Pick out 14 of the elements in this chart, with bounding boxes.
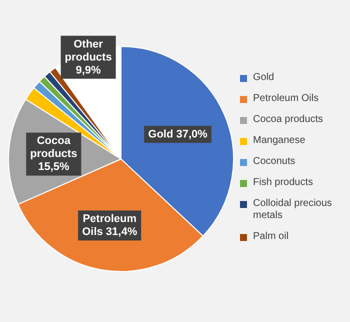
legend-label: Palm oil: [253, 231, 289, 243]
slice-label: Other products: [64, 38, 112, 64]
legend-label: Petroleum Oils: [253, 93, 319, 105]
legend-label: Gold: [253, 72, 274, 84]
legend-label: Colloidal precious metals: [253, 198, 333, 222]
legend-label: Coconuts: [253, 156, 296, 168]
legend-label: Manganese: [253, 135, 306, 147]
data-label: 9,9%: [76, 64, 102, 76]
category-label: Gold 37,0%: [148, 128, 208, 140]
data-label: 15,5%: [38, 161, 70, 174]
slice-label: Cocoa products: [30, 135, 78, 160]
legend-label: Fish products: [253, 177, 314, 189]
legend-label: Cocoa products: [253, 114, 324, 126]
category-label: Petroleum Oils 31,4%: [82, 213, 138, 238]
